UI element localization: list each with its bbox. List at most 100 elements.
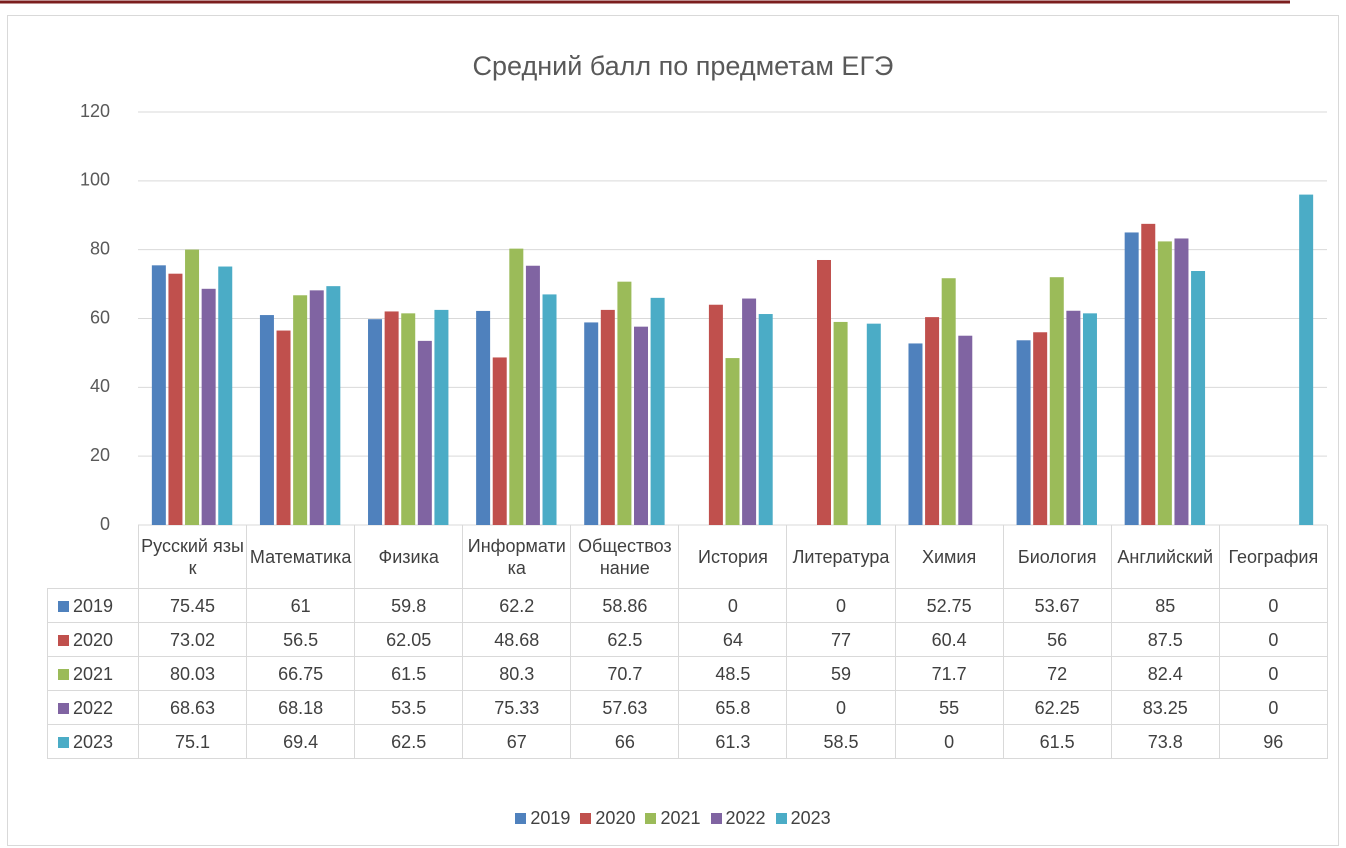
value-cell: 0 [1218,656,1328,691]
value-cell: 0 [894,724,1004,759]
value-cell: 69.4 [246,724,356,759]
value-cell: 0 [1218,690,1328,725]
bar [925,317,940,525]
value-cell: 59 [786,656,896,691]
y-tick-label: 60 [90,307,110,327]
bar [542,294,557,525]
category-label: Физика [354,525,464,589]
value-cell: 53.5 [354,690,464,725]
bar [1157,241,1172,525]
value-cell: 52.75 [894,588,1004,623]
legend-label: 2021 [660,808,701,828]
legend-item: 2019 [515,808,570,828]
bar [1066,310,1081,525]
value-cell: 66 [570,724,680,759]
legend-swatch [645,813,657,824]
legend: 2019 2020 2021 2022 2023 [0,808,1346,829]
value-cell: 56 [1002,622,1112,657]
bar [276,330,291,525]
bar [168,273,183,525]
value-cell: 68.18 [246,690,356,725]
value-cell: 57.63 [570,690,680,725]
category-label: История [678,525,788,589]
bar [434,309,449,525]
legend-swatch [515,813,527,824]
bar [866,323,881,525]
series-row: 2022 68.63 68.18 53.5 75.33 57.63 65.8 0 55 62.25… [47,690,1328,725]
bar [634,326,649,525]
value-cell: 61.5 [354,656,464,691]
value-cell: 80.3 [462,656,572,691]
bar [725,358,740,525]
category-label: Математика [246,525,356,589]
bar [326,286,341,525]
value-cell: 62.25 [1002,690,1112,725]
bar [1033,332,1048,525]
value-cell: 73.02 [137,622,248,657]
value-cell: 62.5 [354,724,464,759]
value-cell: 61.3 [678,724,788,759]
legend-swatch [58,634,69,646]
value-cell: 53.67 [1002,588,1112,623]
value-cell: 75.1 [137,724,248,759]
bar [259,315,274,525]
y-tick-label: 20 [90,445,110,465]
value-cell: 83.25 [1110,690,1220,725]
bar [218,266,233,525]
value-cell: 58.86 [570,588,680,623]
bar [401,313,416,525]
series-row: 2021 80.03 66.75 61.5 80.3 70.7 48.5 59 71.7 72 82… [47,656,1328,691]
legend-swatch [58,702,69,714]
value-cell: 0 [786,690,896,725]
value-cell: 62.05 [354,622,464,657]
category-label: Литература [786,525,896,589]
data-table: Русский язык Математика Физика Информатика О… [47,525,1328,759]
value-cell: 70.7 [570,656,680,691]
category-label: Обществознание [570,525,680,589]
bar [1141,223,1156,525]
value-cell: 0 [1218,588,1328,623]
series-name: 2022 [73,697,114,718]
value-cell: 0 [1218,622,1328,657]
bar [1174,238,1189,525]
y-tick-label: 40 [90,376,110,396]
series-name: 2019 [73,595,114,616]
series-row: 2023 75.1 69.4 62.5 67 66 61.3 58.5 0 61.5 73.8 96 [47,724,1328,759]
category-label: Информатика [462,525,572,589]
legend-swatch [580,813,592,824]
bar [833,321,848,525]
category-label: Русский язык [137,525,248,589]
value-cell: 67 [462,724,572,759]
bar [368,319,383,525]
legend-label: 2020 [595,808,636,828]
value-cell: 61.5 [1002,724,1112,759]
legend-item: 2022 [710,808,766,828]
bar [708,304,723,525]
y-tick-label: 100 [80,170,110,190]
bar [1191,271,1206,525]
bar [584,322,599,525]
y-tick-label: 0 [100,514,110,534]
chart-border [7,15,1339,846]
category-label: География [1218,525,1328,589]
bar [600,309,615,525]
bar [1299,194,1314,525]
bar [1082,313,1097,525]
value-cell: 85 [1110,588,1220,623]
value-cell: 58.5 [786,724,896,759]
legend-swatch [58,600,69,612]
bar [1049,277,1064,525]
corner [47,525,139,589]
header-row: Русский язык Математика Физика Информатика О… [47,525,1328,589]
series-name: 2021 [73,663,114,684]
value-cell: 80.03 [137,656,248,691]
bar [650,297,665,525]
legend-swatch [58,736,69,748]
bar [185,249,200,525]
value-cell: 71.7 [894,656,1004,691]
series-name: 2020 [73,629,114,650]
series-label: 2019 [47,588,139,623]
legend-item: 2021 [645,808,701,828]
